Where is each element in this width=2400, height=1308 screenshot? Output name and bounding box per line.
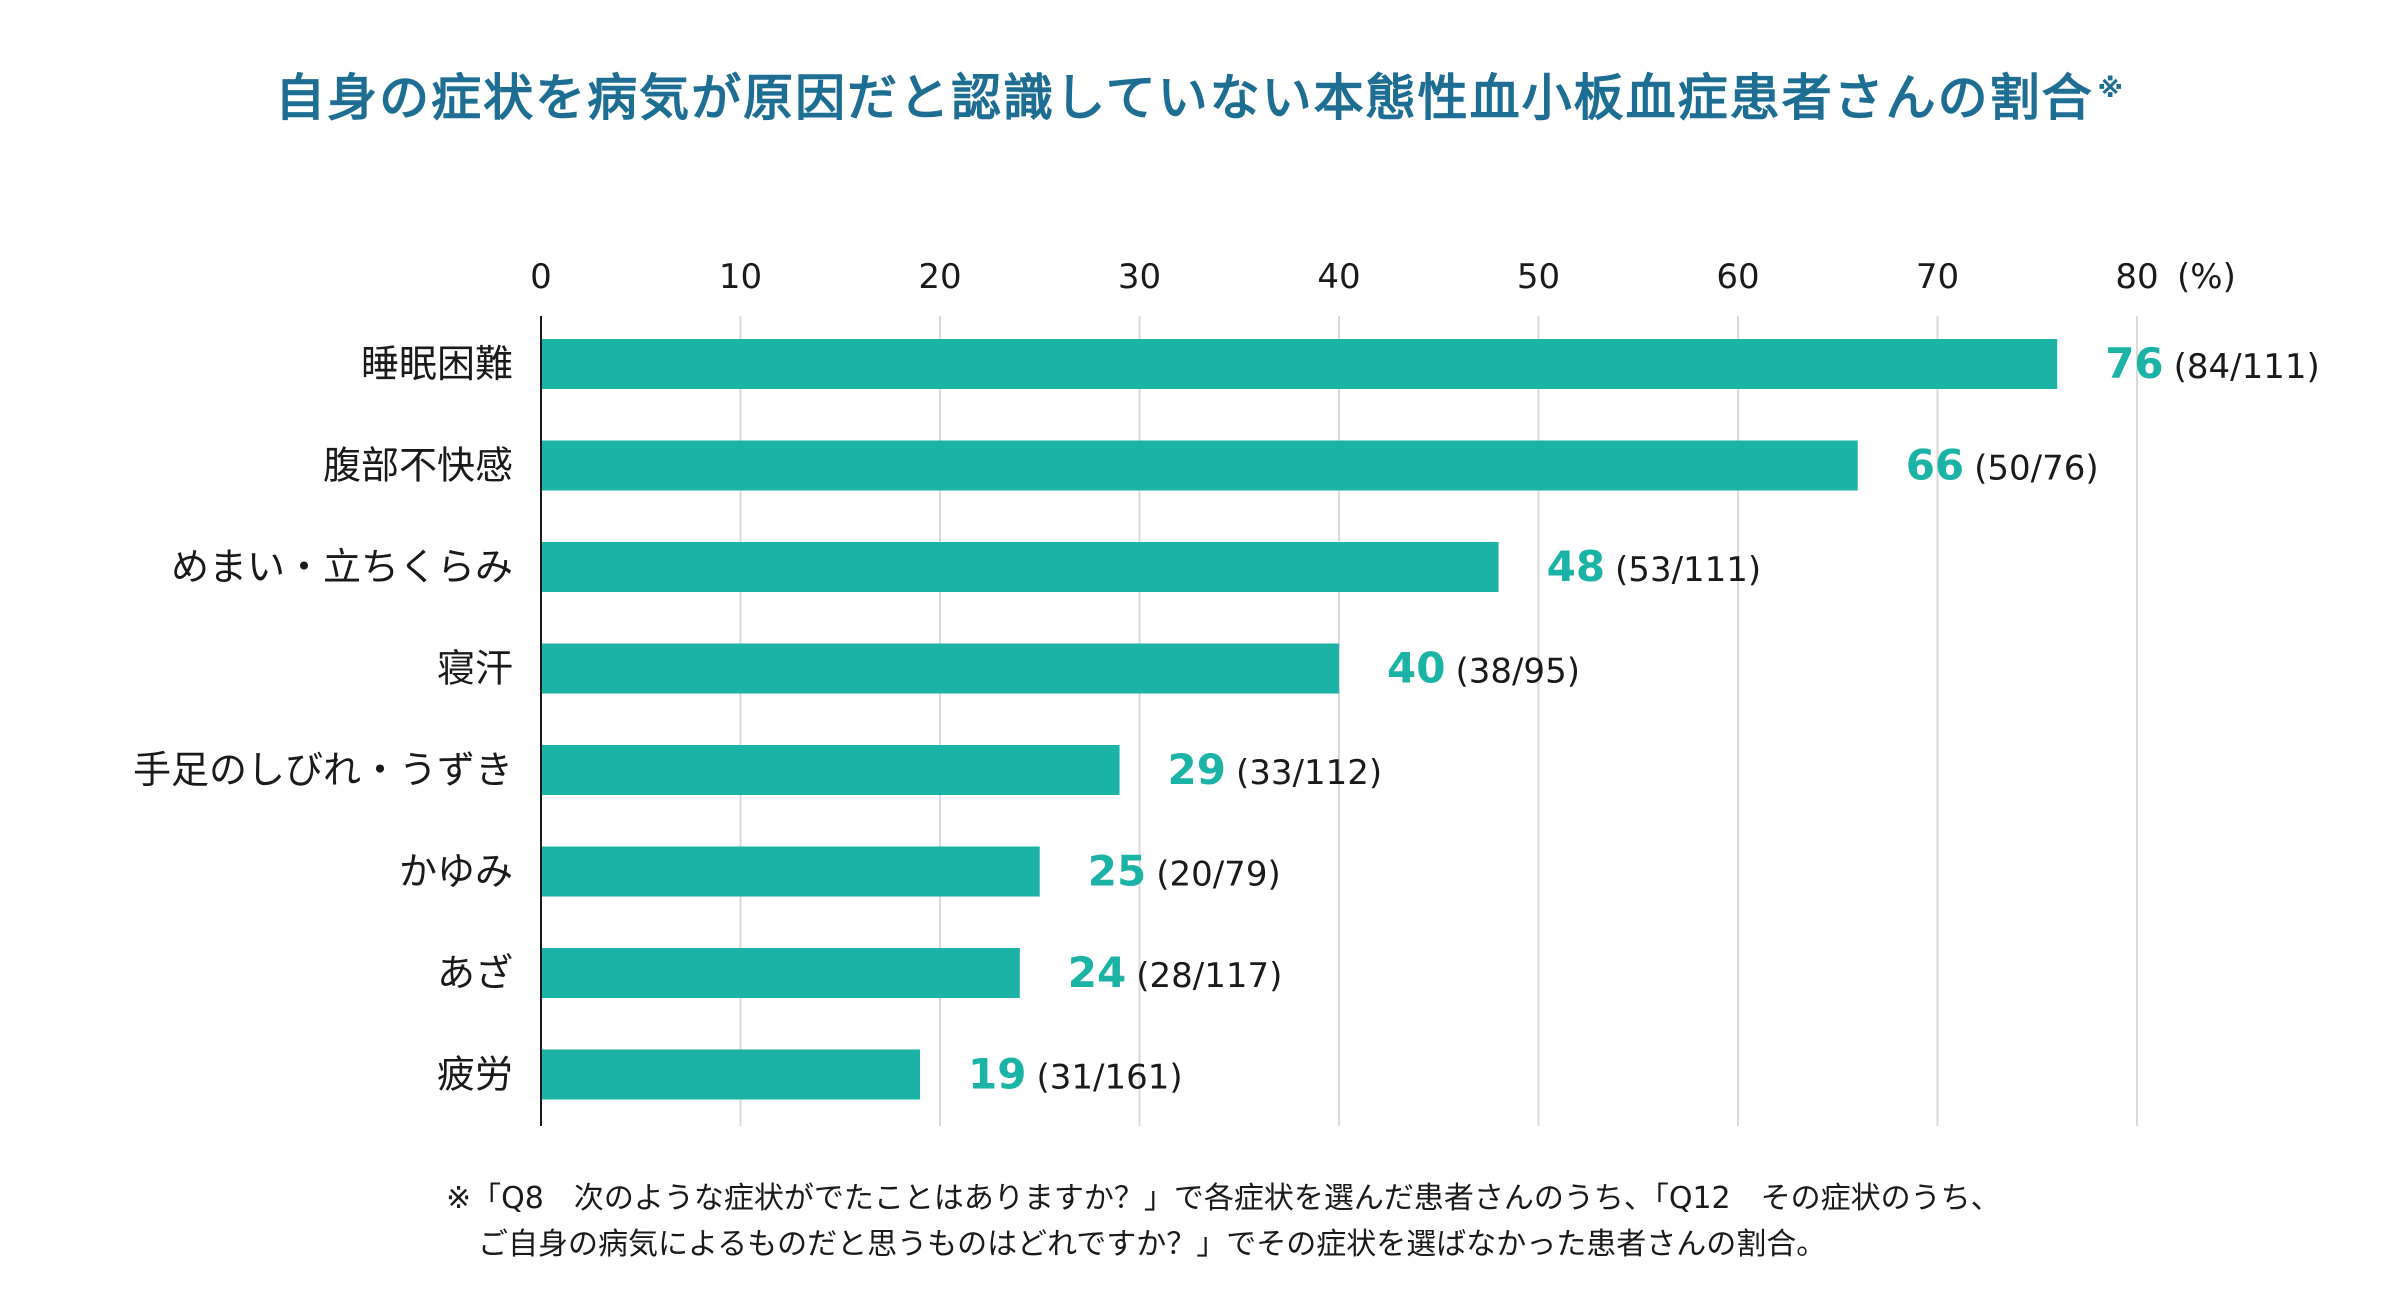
x-tick-label: 60 [1716, 257, 1759, 297]
value-number: 40 [1387, 644, 1445, 693]
value-label: 40 (38/95) [1387, 644, 1580, 693]
x-tick-label: 80 [2115, 257, 2158, 297]
value-count: (20/79) [1156, 855, 1281, 895]
x-tick-label: 10 [719, 257, 762, 297]
x-tick-label: 70 [1916, 257, 1959, 297]
value-label: 29 (33/112) [1168, 745, 1383, 794]
title-footnote-mark: ※ [2097, 74, 2125, 105]
bar [541, 745, 1120, 795]
value-count: (50/76) [1974, 449, 2099, 489]
category-label: あざ [437, 951, 513, 995]
bar [541, 643, 1339, 694]
x-tick-label: 50 [1517, 257, 1560, 297]
category-label: 寝汗 [437, 647, 513, 691]
value-label: 76 (84/111) [2105, 339, 2320, 388]
bar [541, 948, 1020, 998]
x-tick-label: 20 [918, 257, 961, 297]
bar-chart: 0 10 20 30 40 50 60 70 80 (%) 睡眠困難腹部不快感めまい・立ちくらみ寝… [133, 257, 2320, 1126]
x-axis-unit: (%) [2177, 257, 2236, 297]
footnote-line-2: ご自身の病気によるものだと思うものはどれですか？」でその症状を選ばなかった患者さ… [478, 1227, 1827, 1262]
footnote-line-1: ※「Q8 次のような症状がでたことはありますか？」で各症状を選んだ患者さんのうち… [446, 1181, 2001, 1216]
value-label: 19 (31/161) [968, 1050, 1183, 1099]
x-tick-label: 30 [1118, 257, 1161, 297]
value-count: (38/95) [1455, 652, 1580, 692]
category-label: 手足のしびれ・うずき [133, 748, 513, 792]
value-number: 66 [1906, 441, 1964, 490]
value-label: 66 (50/76) [1906, 441, 2099, 490]
x-tick-label: 0 [530, 257, 552, 297]
value-number: 48 [1547, 542, 1605, 591]
chart-title: 自身の症状を病気が原因だと認識していない本態性血小板血症患者さんの割合 ※ [0, 58, 2400, 130]
value-number: 29 [1168, 745, 1226, 794]
value-number: 24 [1068, 948, 1126, 997]
bar [541, 542, 1499, 592]
value-label: 48 (53/111) [1547, 542, 1762, 591]
value-count: (28/117) [1136, 956, 1282, 996]
value-number: 25 [1088, 847, 1146, 896]
value-label: 25 (20/79) [1088, 847, 1281, 896]
category-label: 疲労 [437, 1053, 513, 1097]
x-axis-ticks: 0 10 20 30 40 50 60 70 80 (%) [530, 257, 2236, 297]
value-count: (84/111) [2174, 347, 2320, 387]
footnote: ※「Q8 次のような症状がでたことはありますか？」で各症状を選んだ患者さんのうち… [446, 1176, 2166, 1268]
value-count: (33/112) [1236, 753, 1382, 793]
value-label: 24 (28/117) [1068, 948, 1283, 997]
category-label: めまい・立ちくらみ [171, 545, 513, 589]
value-count: (31/161) [1037, 1058, 1183, 1098]
category-label: 睡眠困難 [361, 342, 513, 386]
chart-title-text: 自身の症状を病気が原因だと認識していない本態性血小板血症患者さんの割合 [275, 69, 2094, 127]
bar [541, 1049, 921, 1100]
category-label: かゆみ [399, 850, 513, 894]
bars [541, 339, 2058, 1100]
value-labels: 76 (84/111) 66 (50/76) 48 (53/111) 40 (38/95) 29… [968, 339, 2320, 1099]
category-label: 腹部不快感 [323, 444, 513, 488]
bar [541, 440, 1858, 491]
value-number: 76 [2105, 339, 2163, 388]
bar [541, 339, 2058, 389]
value-count: (53/111) [1615, 550, 1761, 590]
x-tick-label: 40 [1317, 257, 1360, 297]
value-number: 19 [968, 1050, 1026, 1099]
bar [541, 846, 1040, 897]
grid-lines [739, 316, 2138, 1126]
